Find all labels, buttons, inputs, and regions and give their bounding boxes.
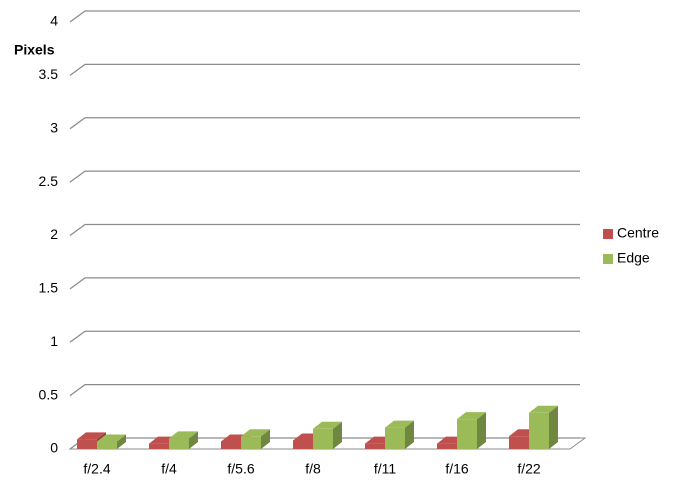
grid-line: [69, 383, 580, 397]
bar: [241, 429, 270, 449]
bar-face: [529, 412, 549, 449]
bar: [169, 431, 198, 449]
y-tick-label: 2.5: [39, 173, 59, 189]
bar-face: [313, 421, 342, 429]
bar-face: [149, 443, 169, 449]
y-tick-label: 1: [50, 333, 58, 349]
legend-swatch: [603, 229, 613, 239]
bar-face: [365, 443, 385, 449]
x-tick-label: f/5.6: [227, 461, 254, 477]
bar-face: [169, 438, 189, 449]
legend-label: Edge: [617, 250, 650, 266]
grid-line: [69, 63, 580, 76]
bar-face: [77, 439, 97, 449]
y-tick-label: 2: [50, 226, 58, 242]
grid-line: [69, 117, 580, 130]
bar-face: [385, 427, 405, 449]
y-tick-label: 4: [50, 13, 58, 29]
bar-face: [549, 405, 558, 449]
x-tick-label: f/2.4: [83, 461, 110, 477]
bar-face: [405, 420, 414, 449]
bar-face: [241, 436, 261, 449]
x-tick-label: f/4: [161, 461, 177, 477]
y-tick-label: 3.5: [39, 66, 59, 82]
grid-line: [69, 170, 580, 183]
bar-face: [333, 421, 342, 449]
y-tick-label: 3: [50, 119, 58, 135]
grid-line: [69, 223, 580, 237]
legend-swatch: [603, 254, 613, 264]
legend-label: Centre: [617, 225, 659, 241]
bar-face: [529, 405, 558, 413]
bar-face: [385, 420, 414, 428]
bar-face: [509, 436, 529, 449]
bar-face: [457, 412, 486, 420]
x-tick-label: f/16: [445, 461, 469, 477]
bar-face: [189, 431, 198, 449]
y-tick-label: 0: [50, 440, 58, 456]
bar: [97, 434, 126, 449]
bar-face: [313, 428, 333, 449]
bar-face: [437, 443, 457, 449]
y-tick-label: 0.5: [39, 386, 59, 402]
bar-face: [97, 434, 126, 442]
x-tick-label: f/8: [305, 461, 321, 477]
bar: [313, 421, 342, 449]
bar-face: [97, 441, 117, 449]
bar-face: [457, 419, 477, 449]
bar-face: [261, 429, 270, 449]
bar: [529, 405, 558, 449]
bar-face: [477, 412, 486, 449]
bar-face: [241, 429, 270, 437]
bar-face: [169, 431, 198, 439]
bar: [457, 412, 486, 449]
bar-face: [221, 441, 241, 449]
grid-line: [69, 330, 580, 343]
grid-line: [69, 277, 580, 290]
bar: [385, 420, 414, 449]
x-tick-label: f/11: [374, 461, 397, 477]
bar-face: [77, 432, 106, 440]
y-tick-label: 1.5: [39, 280, 59, 296]
y-axis-label: Pixels: [14, 42, 55, 58]
bar-face: [293, 440, 313, 449]
bar-face: [117, 434, 126, 449]
x-tick-label: f/22: [517, 461, 541, 477]
grid-line: [69, 10, 580, 23]
